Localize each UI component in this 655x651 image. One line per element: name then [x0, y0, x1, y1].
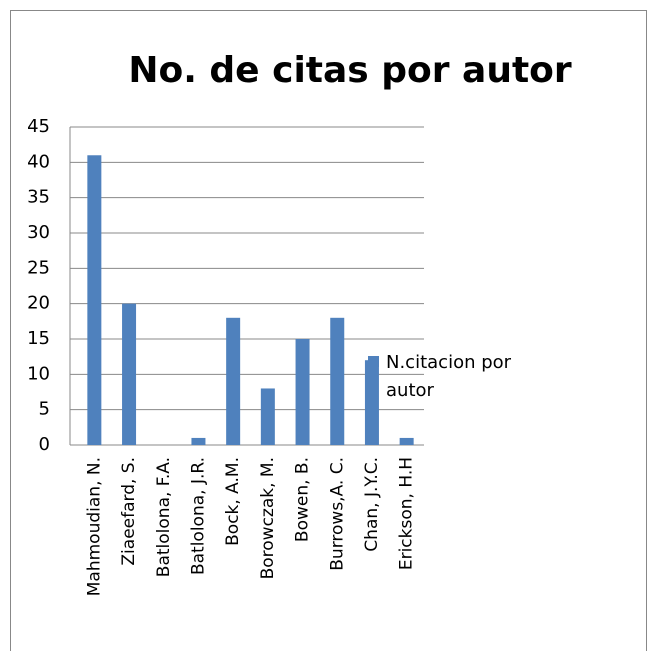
- y-tick-label: 5: [39, 399, 50, 420]
- chart-title: No. de citas por autor: [128, 50, 572, 91]
- legend-swatch: [368, 356, 379, 367]
- y-tick-label: 15: [27, 328, 50, 349]
- x-tick-label: Chan, J.Y.C.: [362, 457, 382, 552]
- bar: [330, 317, 345, 445]
- x-tick-label: Ziaeefard, S.: [119, 457, 139, 566]
- bar: [122, 303, 137, 445]
- y-tick-label: 20: [27, 293, 50, 314]
- x-tick-label: Batlolona, F.A.: [154, 457, 174, 577]
- y-tick-label: 45: [27, 116, 50, 137]
- x-tick-label: Bock, A.M.: [223, 457, 243, 546]
- x-tick-label: Mahmoudian, N.: [84, 457, 104, 596]
- bar: [364, 360, 379, 445]
- y-tick-label: 10: [27, 363, 50, 384]
- y-tick-label: 25: [27, 257, 50, 278]
- x-tick-label: Batlolona, J.R.: [188, 457, 208, 575]
- y-tick-label: 35: [27, 187, 50, 208]
- x-tick-label: Erickson, H.H: [397, 457, 417, 570]
- bar: [191, 437, 206, 445]
- x-tick-label: Borowczak, M.: [258, 457, 278, 579]
- chart-border: [10, 10, 647, 651]
- y-tick-label: 0: [39, 434, 50, 455]
- y-tick-label: 30: [27, 222, 50, 243]
- y-tick-label: 40: [27, 151, 50, 172]
- bar: [295, 339, 310, 445]
- bar: [87, 155, 102, 445]
- bar: [260, 388, 275, 445]
- x-tick-label: Burrows,A. C.: [327, 457, 347, 571]
- bar: [399, 437, 414, 445]
- bar: [226, 317, 241, 445]
- legend-label: N.citacion por autor: [386, 352, 512, 401]
- x-tick-label: Bowen, B.: [293, 457, 313, 542]
